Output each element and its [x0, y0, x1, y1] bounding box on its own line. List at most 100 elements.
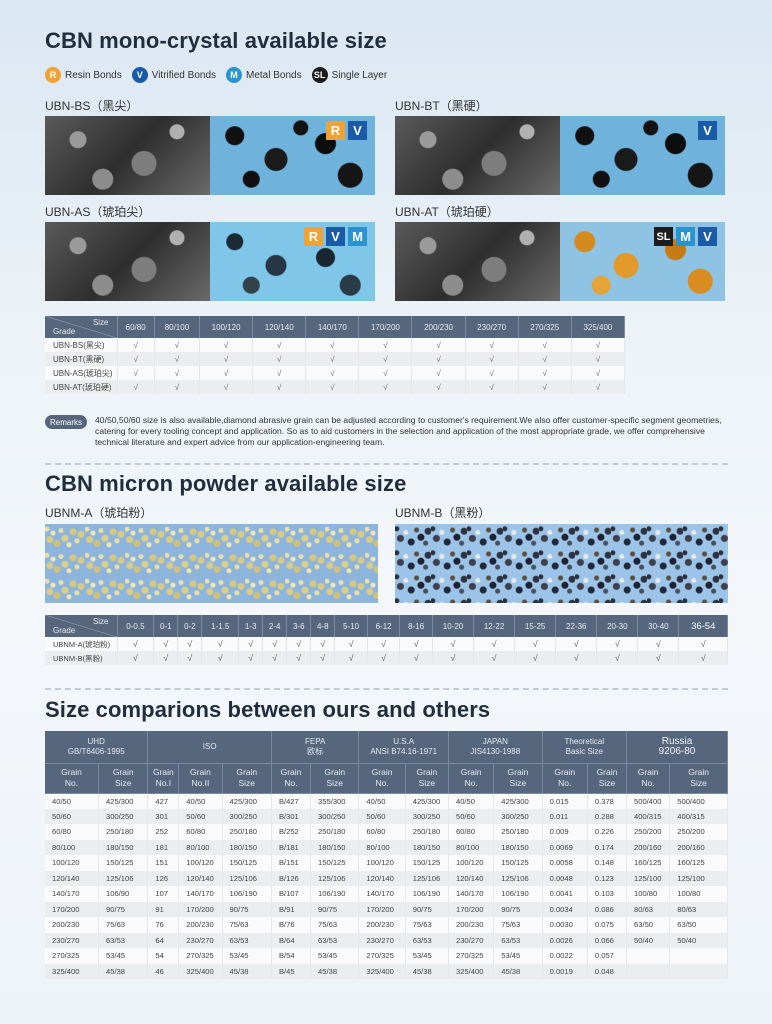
column-header-line: Grain — [416, 767, 438, 777]
table-cell: 120/140 — [448, 870, 495, 886]
column-header-line: No. — [464, 778, 478, 788]
table-cell: B/45 — [271, 963, 312, 979]
table-cell: 0.066 — [587, 932, 628, 948]
size-header: 140/170 — [305, 316, 360, 338]
standard-name: ISO — [202, 741, 217, 751]
table-cell: 50/40 — [669, 932, 728, 948]
grade-cell: UBNM-A(琥珀粉) — [45, 637, 118, 651]
check-icon: √ — [465, 380, 519, 394]
grade-cell: UBNM-B(黑粉) — [45, 651, 118, 665]
table-cell: 230/270 — [358, 932, 406, 948]
column-header-line: Size — [238, 778, 255, 788]
size-header: 200/230 — [411, 316, 466, 338]
table-cell: 325/400 — [178, 963, 223, 979]
bond-r-icon: R — [45, 67, 61, 83]
table-cell: 151 — [147, 855, 180, 871]
column-header-line: Grain — [371, 767, 393, 777]
check-icon: √ — [432, 651, 475, 665]
table-cell: 0.226 — [587, 824, 628, 840]
table-cell: 0.086 — [587, 901, 628, 917]
table-cell: 250/180 — [98, 824, 149, 840]
check-icon: √ — [678, 651, 728, 665]
standard-header: JAPAN JIS4130-1988 — [448, 731, 543, 764]
check-icon: √ — [153, 637, 179, 651]
bond-legend: R Resin Bonds V Vitrified Bonds M Metal Bonds… — [45, 67, 387, 83]
check-icon: √ — [432, 637, 475, 651]
table-row: 60/80 250/180 252 60/80 250/180 B/252 250/180 6… — [45, 824, 728, 840]
table-cell: 180/150 — [310, 839, 360, 855]
check-icon: √ — [154, 366, 201, 380]
column-header: Grain No. — [358, 763, 406, 794]
table-cell: 0.0048 — [542, 870, 588, 886]
legend-item: R Resin Bonds — [45, 67, 122, 83]
table-cell: 60/80 — [448, 824, 495, 840]
table-row: 50/60 300/250 301 50/60 300/250 B/301 300/250 5… — [45, 808, 728, 824]
check-icon: √ — [310, 651, 336, 665]
table-cell: 500/400 — [669, 793, 728, 809]
table-row: 230/270 63/53 64 230/270 63/53 B/64 63/53 230/2… — [45, 932, 728, 948]
table-cell: 100/120 — [45, 855, 100, 871]
standard-name: UHD — [87, 736, 105, 746]
size-header: 1-1.5 — [201, 615, 240, 637]
legend-item: V Vitrified Bonds — [131, 67, 216, 83]
table-row: UBN-AT(琥珀硬) √ √ √ √ √ √ √ √ √ √ — [45, 380, 626, 394]
table-cell: 0.0030 — [542, 917, 588, 933]
check-icon: √ — [571, 380, 626, 394]
table-cell: 76 — [147, 917, 180, 933]
column-header-line: No. — [64, 778, 79, 788]
table-row: UBN-BT(黑硬) √ √ √ √ √ √ √ √ √ √ — [45, 352, 626, 366]
table-cell: 106/190 — [310, 886, 360, 902]
table-cell: B/64 — [271, 932, 312, 948]
table-cell: B/54 — [271, 948, 312, 964]
bond-v-badge: V — [348, 121, 367, 140]
table-cell: 230/270 — [178, 932, 223, 948]
table-cell: 45/38 — [222, 963, 272, 979]
table-cell: B/76 — [271, 917, 312, 933]
bond-badges: SL M V — [654, 227, 717, 246]
table-cell: 500/400 — [626, 793, 671, 809]
table-row: 170/200 90/75 91 170/200 90/75 B/91 90/75 170/2… — [45, 901, 728, 917]
powder-image — [395, 524, 728, 603]
table-cell: 40/50 — [45, 793, 100, 809]
size-header: 0-1 — [153, 615, 179, 637]
check-icon: √ — [153, 651, 179, 665]
table-cell: 300/250 — [98, 808, 149, 824]
sem-image — [45, 116, 210, 195]
table-cell: B/126 — [271, 870, 312, 886]
check-icon: √ — [305, 338, 360, 352]
check-icon: √ — [465, 338, 519, 352]
table-cell: 160/125 — [669, 855, 728, 871]
check-icon: √ — [411, 338, 466, 352]
table-cell — [626, 948, 671, 964]
table-cell: 46 — [147, 963, 180, 979]
column-header-line: Size — [418, 778, 436, 788]
check-icon: √ — [358, 380, 413, 394]
table-cell: 90/75 — [310, 901, 360, 917]
table-cell: 180/150 — [405, 839, 449, 855]
size-header: 20-30 — [596, 615, 639, 637]
check-icon: √ — [334, 637, 368, 651]
grade-cell: UBN-BS(黑尖) — [45, 338, 118, 352]
check-icon: √ — [305, 366, 360, 380]
size-axis-label: Size — [92, 318, 109, 327]
legend-label: Single Layer — [331, 69, 388, 81]
size-header: 12-22 — [473, 615, 516, 637]
standard-header: Russia 9206-80 — [626, 731, 728, 764]
standard-header: FEPA 欧标 — [271, 731, 360, 764]
table-cell: 90/75 — [222, 901, 272, 917]
check-icon: √ — [201, 651, 240, 665]
column-header-line: Grain — [61, 767, 82, 777]
standard-name: FEPA — [305, 736, 326, 746]
check-icon: √ — [473, 651, 516, 665]
check-icon: √ — [117, 366, 155, 380]
table-cell: 150/125 — [98, 855, 149, 871]
size-header: 270/325 — [518, 316, 572, 338]
size-header: 230/270 — [465, 316, 519, 338]
table-cell: B/151 — [271, 855, 312, 871]
legend-item: M Metal Bonds — [226, 67, 302, 83]
column-header-line: Grain — [507, 767, 529, 777]
table-cell: 150/125 — [405, 855, 449, 871]
remarks-tag: Remarks — [45, 415, 88, 429]
standard-header: Theoretical Basic Size — [542, 731, 628, 764]
